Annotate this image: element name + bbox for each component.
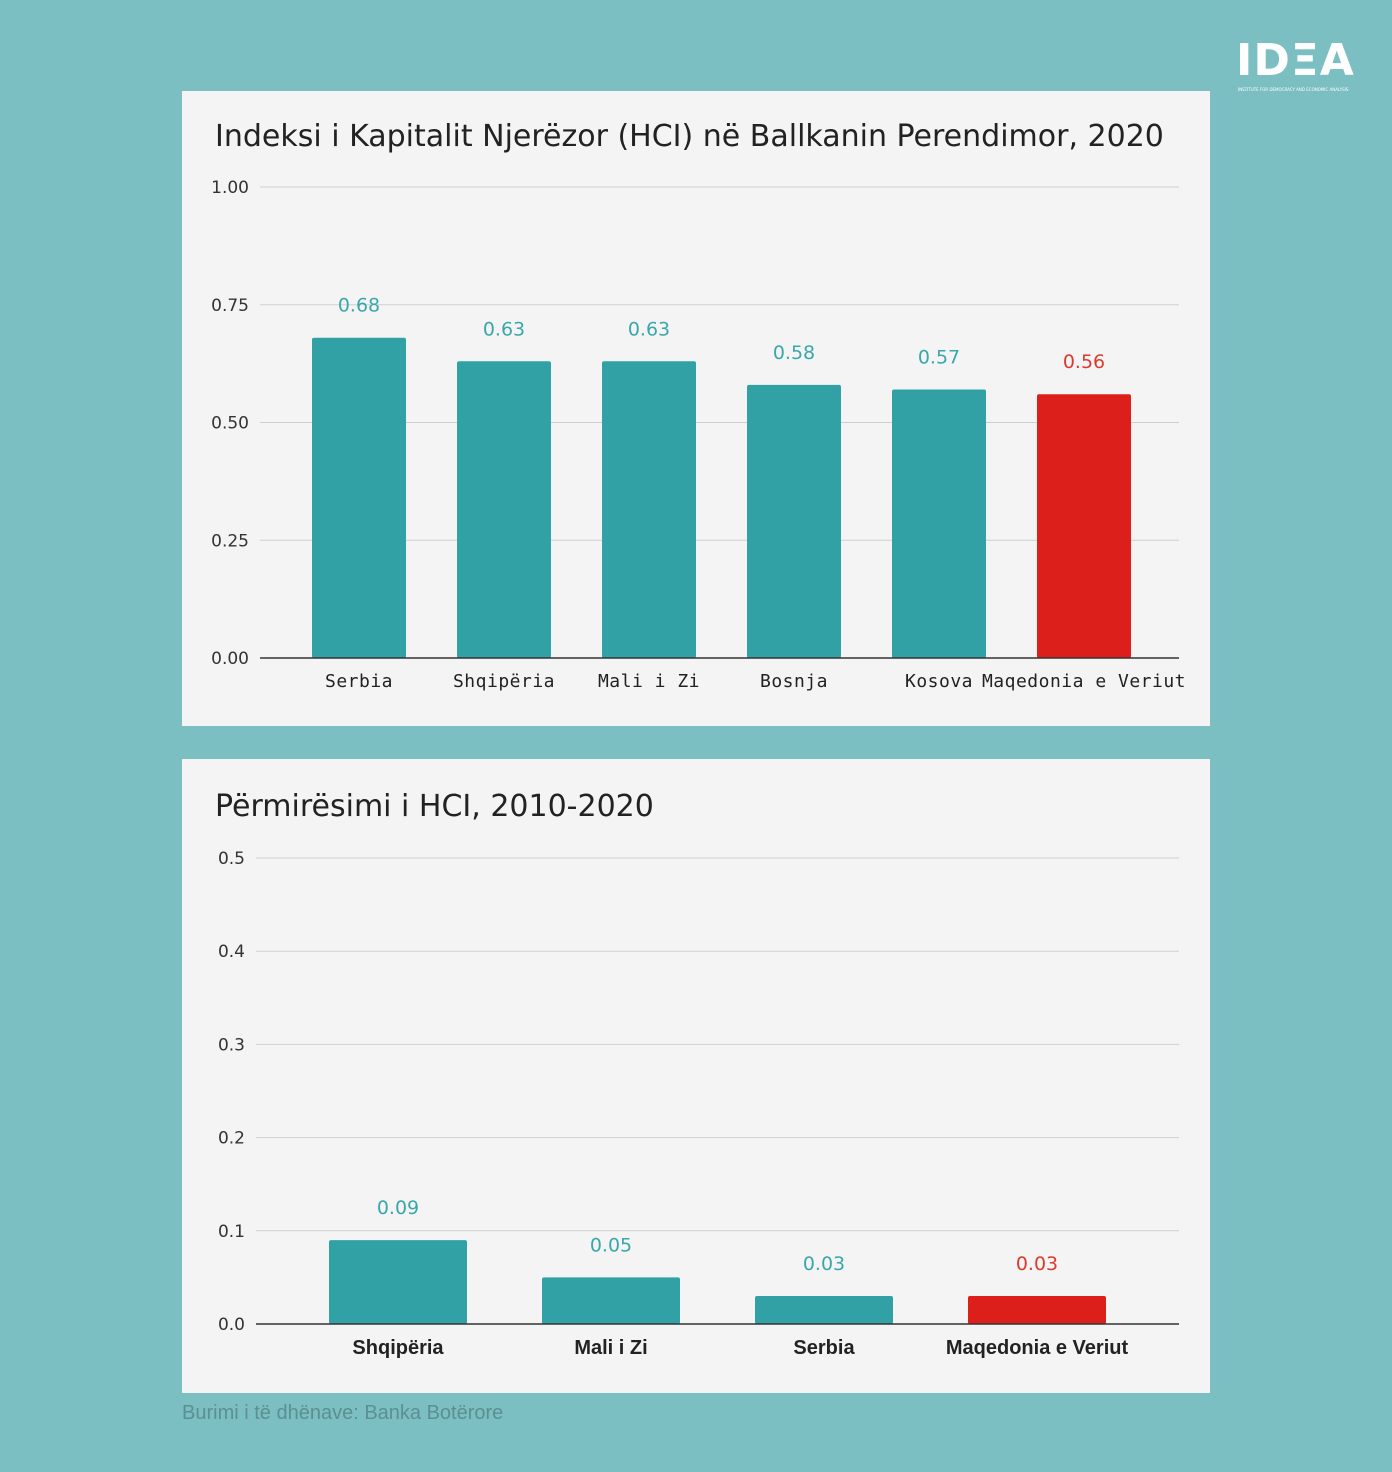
data-label: 0.09 xyxy=(377,1197,419,1219)
data-label: 0.63 xyxy=(628,318,670,340)
bar xyxy=(602,361,696,658)
data-label: 0.05 xyxy=(590,1234,632,1256)
bar xyxy=(755,1296,893,1324)
x-category-label: Maqedonia e Veriut xyxy=(982,671,1186,692)
chart-title: Indeksi i Kapitalit Njerëzor (HCI) në Ba… xyxy=(215,119,1164,154)
y-tick-label: 0.00 xyxy=(211,649,249,669)
y-tick-label: 0.5 xyxy=(218,849,245,869)
x-category-label: Bosnja xyxy=(760,671,828,692)
y-tick-label: 0.4 xyxy=(218,942,245,962)
hci-2020-bar-chart: 0.00 0.25 0.50 0.75 1.00 0.68 Serbia 0.63 Shqipë… xyxy=(211,178,1186,692)
chart-title: Përmirësimi i HCI, 2010-2020 xyxy=(215,789,654,824)
x-category-label: Mali i Zi xyxy=(598,671,700,692)
hci-improvement-chart-panel: Përmirësimi i HCI, 2010-2020 0.0 0.1 0.2 0.… xyxy=(182,759,1210,1393)
data-label: 0.63 xyxy=(483,318,525,340)
bar xyxy=(312,337,406,658)
y-tick-label: 0.50 xyxy=(211,414,249,434)
x-category-label: Maqedonia e Veriut xyxy=(946,1337,1129,1359)
bar xyxy=(747,384,841,658)
bar xyxy=(457,361,551,658)
data-source-note: Burimi i të dhënave: Banka Botërore xyxy=(182,1402,504,1424)
data-label: 0.03 xyxy=(1016,1253,1058,1275)
x-category-label: Serbia xyxy=(793,1337,855,1359)
logo-subtitle: INSTITUTE FOR DEMOCRACY AND ECONOMIC ANA… xyxy=(1238,87,1349,92)
x-category-label: Shqipëria xyxy=(352,1337,444,1359)
x-category-label: Serbia xyxy=(325,671,393,692)
hci-2020-chart-panel: Indeksi i Kapitalit Njerëzor (HCI) në Ba… xyxy=(182,91,1210,726)
data-label: 0.03 xyxy=(803,1253,845,1275)
x-category-label: Shqipëria xyxy=(453,671,555,692)
data-label: 0.57 xyxy=(918,347,960,369)
bar xyxy=(892,389,986,658)
data-label: 0.56 xyxy=(1063,351,1105,373)
bar xyxy=(329,1240,467,1324)
bar xyxy=(1037,394,1131,658)
y-tick-label: 0.2 xyxy=(218,1129,245,1149)
y-tick-label: 0.0 xyxy=(218,1315,245,1335)
x-category-label: Kosova xyxy=(905,671,973,692)
bar xyxy=(542,1277,680,1324)
y-tick-label: 0.3 xyxy=(218,1035,245,1055)
x-category-label: Mali i Zi xyxy=(574,1337,647,1359)
hci-improvement-bar-chart: 0.0 0.1 0.2 0.3 0.4 0.5 0.09 Shqipëria 0.05 Mali … xyxy=(218,849,1179,1359)
y-tick-label: 0.75 xyxy=(211,296,249,316)
bar xyxy=(968,1296,1106,1324)
data-label: 0.58 xyxy=(773,342,815,364)
y-tick-label: 1.00 xyxy=(211,178,249,198)
y-tick-label: 0.1 xyxy=(218,1222,245,1242)
idea-logo: IDΞA INSTITUTE FOR DEMOCRACY AND ECONOMI… xyxy=(1236,38,1362,98)
logo-wordmark: IDΞA xyxy=(1236,35,1355,86)
y-tick-label: 0.25 xyxy=(211,531,249,551)
data-label: 0.68 xyxy=(338,295,380,317)
